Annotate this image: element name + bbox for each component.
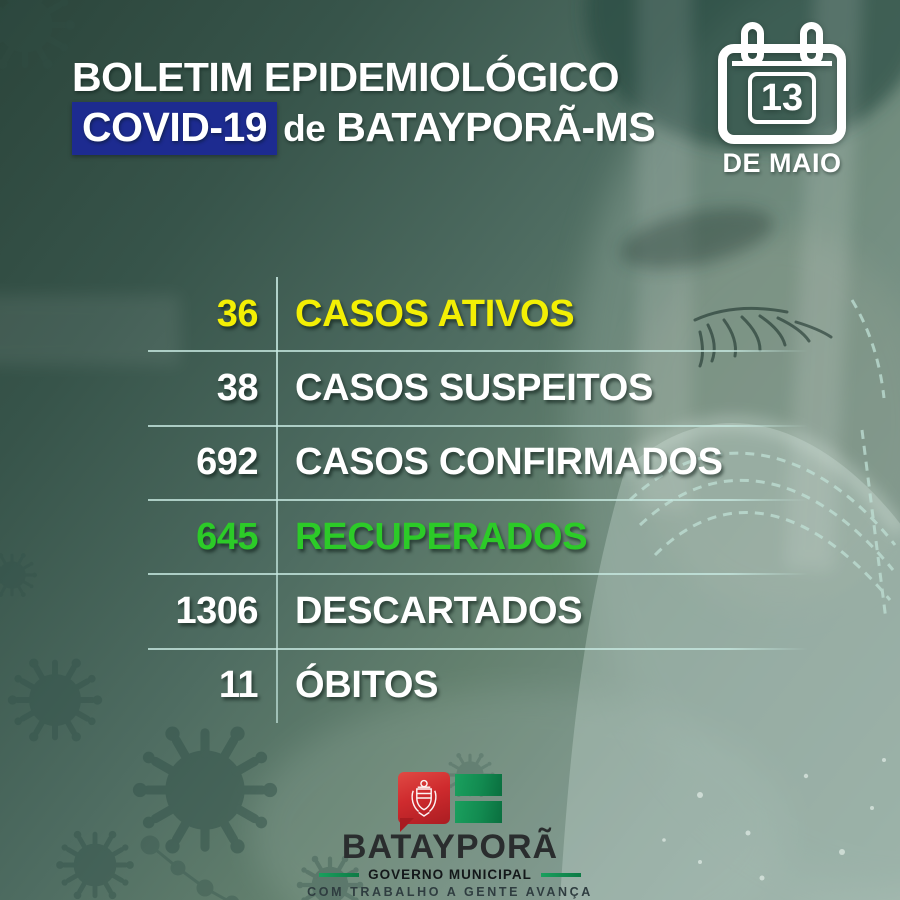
green-dash xyxy=(319,872,360,877)
page-title: BOLETIM EPIDEMIOLÓGICO COVID-19 de BATAYP… xyxy=(72,52,656,155)
title-line2: COVID-19 de BATAYPORÃ-MS xyxy=(72,102,656,155)
green-bar xyxy=(455,801,502,823)
calendar-icon: 13 xyxy=(718,22,846,144)
flag-bars-icon xyxy=(455,772,502,823)
green-bar xyxy=(455,774,502,796)
stat-label: ÓBITOS xyxy=(295,664,439,707)
stat-row: 1306 DESCARTADOS xyxy=(148,573,808,648)
stat-row: 692 CASOS CONFIRMADOS xyxy=(148,424,808,500)
footer-logo: BATAYPORÃ GOVERNO MUNICIPAL COM TRABALHO… xyxy=(0,772,900,899)
stat-value: 38 xyxy=(216,366,259,409)
stat-row: 645 RECUPERADOS xyxy=(148,498,808,574)
stat-label: DESCARTADOS xyxy=(295,589,583,632)
dust-specks xyxy=(662,758,886,881)
stat-label: RECUPERADOS xyxy=(295,515,588,558)
title-connector: de xyxy=(283,108,326,149)
calendar-ring-icon xyxy=(741,22,764,66)
government-label: GOVERNO MUNICIPAL xyxy=(368,867,532,882)
government-row: GOVERNO MUNICIPAL xyxy=(319,867,581,882)
stat-value: 1306 xyxy=(175,589,258,632)
calendar-header-line xyxy=(732,61,832,66)
covid-badge: COVID-19 xyxy=(72,102,278,155)
stat-value: 692 xyxy=(196,441,258,484)
face-mask-shape xyxy=(560,299,900,900)
date-month-label: DE MAIO xyxy=(722,148,842,178)
stats-table: 36 CASOS ATIVOS 38 CASOS SUSPEITOS 692 C… xyxy=(148,277,808,723)
title-city: BATAYPORÃ-MS xyxy=(336,104,656,150)
stat-value: 11 xyxy=(218,664,259,707)
title-line1: BOLETIM EPIDEMIOLÓGICO xyxy=(72,54,620,100)
stat-label: CASOS SUSPEITOS xyxy=(295,366,654,409)
molecule-shape xyxy=(140,835,239,900)
stat-value: 36 xyxy=(216,292,259,335)
calendar-day: 13 xyxy=(748,72,816,124)
stat-label: CASOS CONFIRMADOS xyxy=(295,441,723,484)
stat-row: 38 CASOS SUSPEITOS xyxy=(148,350,808,425)
calendar-ring-icon xyxy=(800,22,823,66)
stat-row: 11 ÓBITOS xyxy=(148,647,808,723)
municipal-logo-mark xyxy=(398,772,502,832)
city-name: BATAYPORÃ xyxy=(341,828,559,866)
green-dash xyxy=(540,872,581,877)
stat-row: 36 CASOS ATIVOS xyxy=(148,277,752,351)
coat-of-arms-icon xyxy=(398,772,450,832)
slogan: COM TRABALHO A GENTE AVANÇA xyxy=(307,885,593,899)
stat-label: CASOS ATIVOS xyxy=(295,292,575,335)
stat-value: 645 xyxy=(196,515,258,558)
